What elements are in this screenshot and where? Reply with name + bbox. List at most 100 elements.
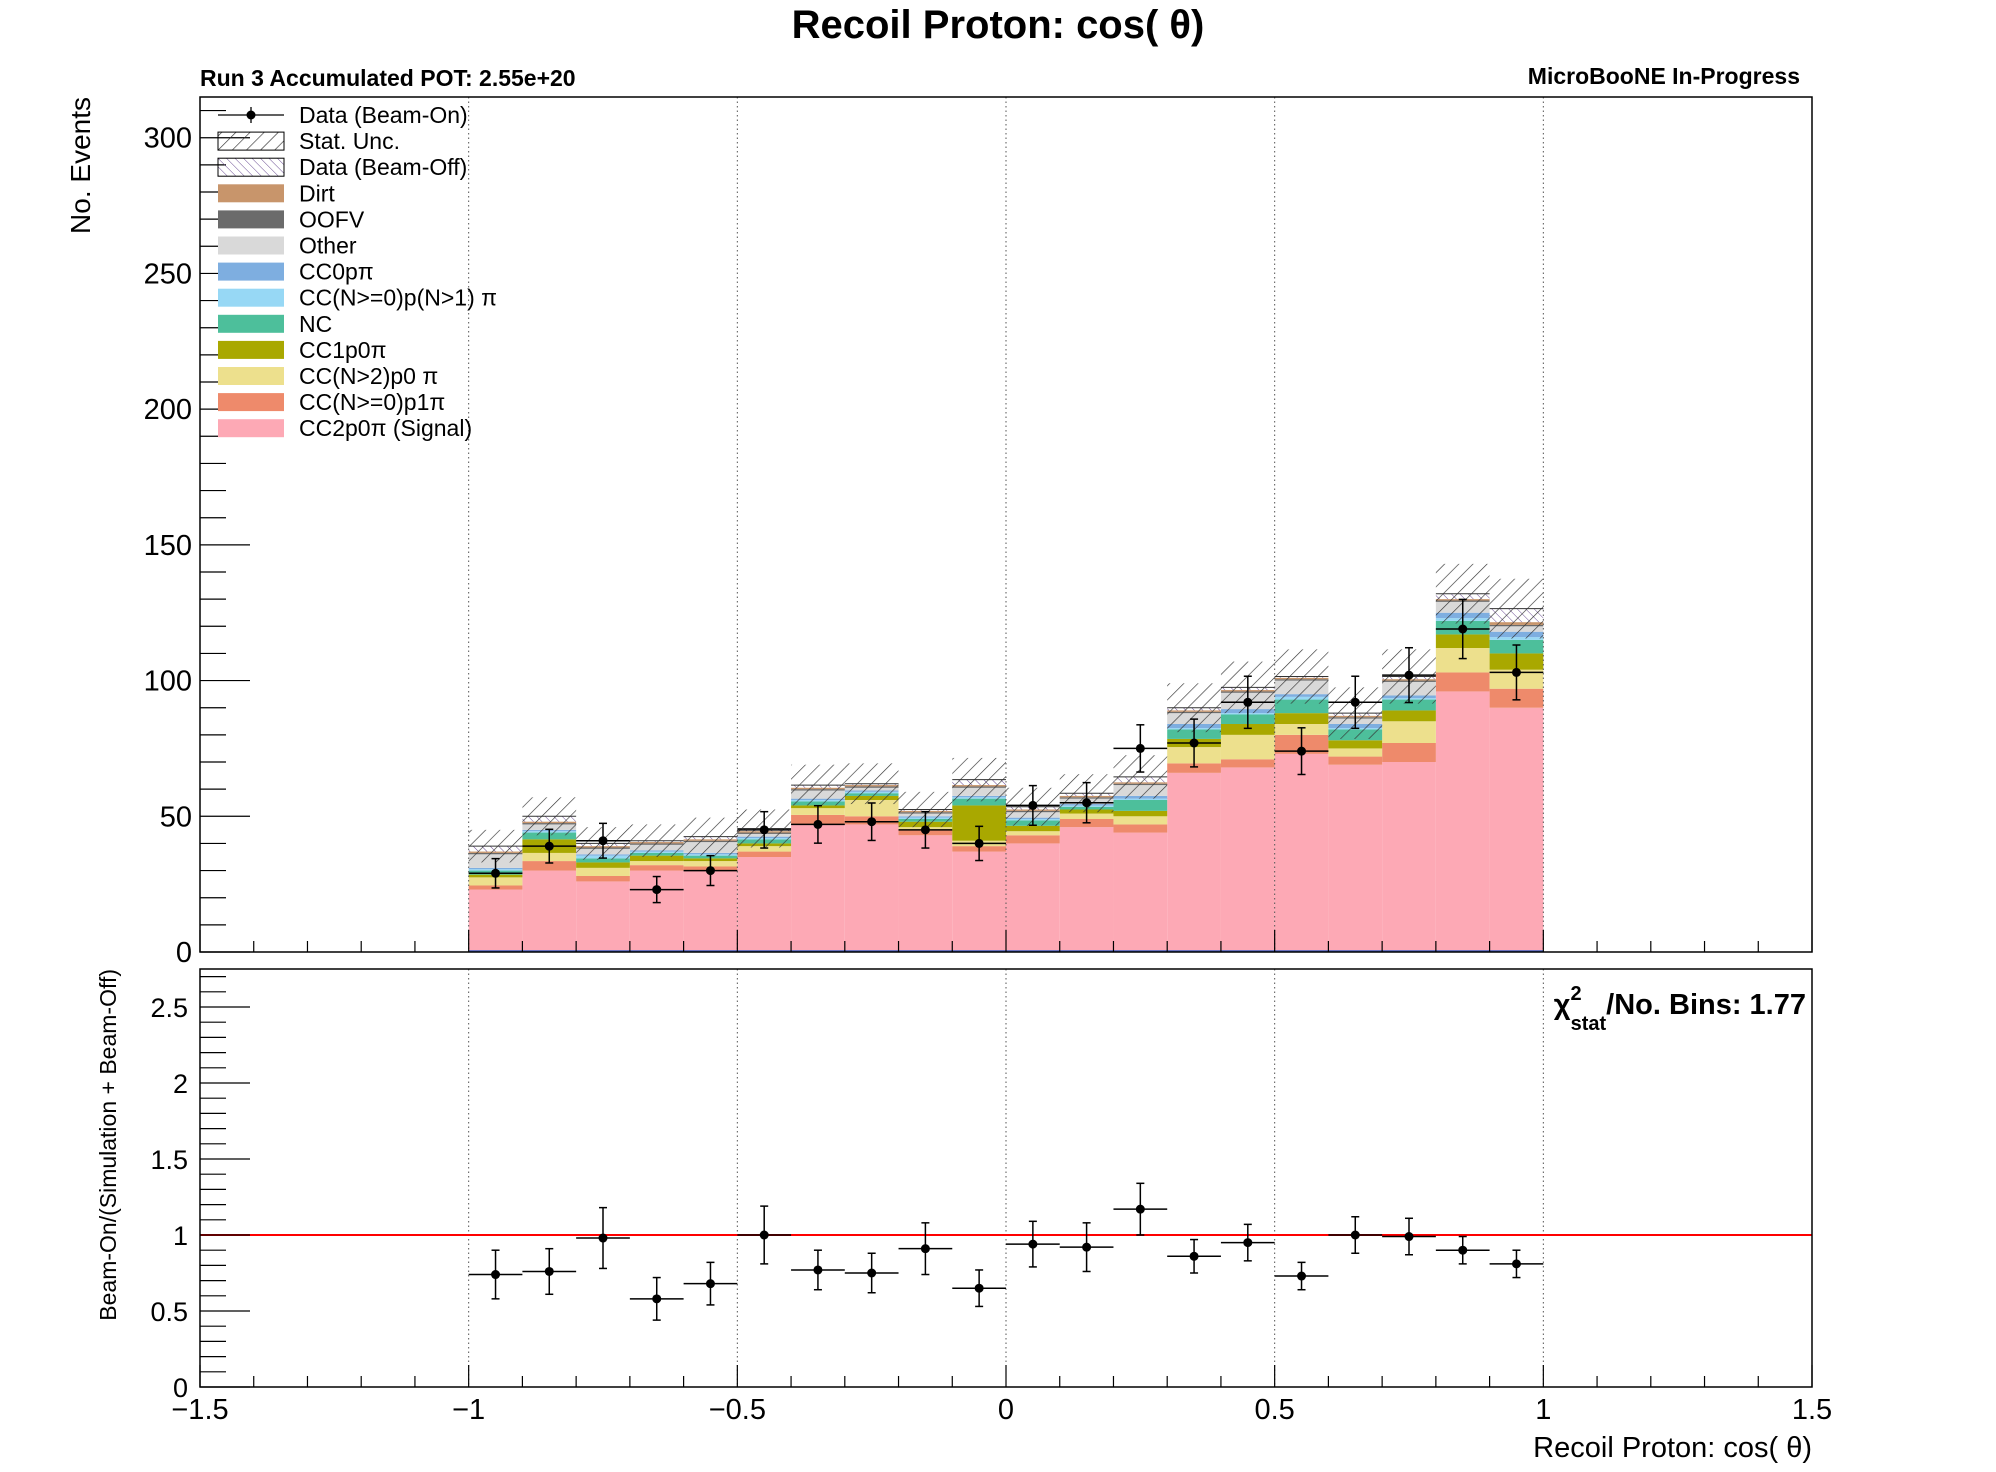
ratio-y-tick-label: 1.5 xyxy=(150,1145,188,1175)
bar-cc-n-0-p1--1 xyxy=(522,861,577,871)
legend-swatch-cc2p0-signal- xyxy=(218,419,284,438)
main-y-tick-label: 200 xyxy=(144,394,192,426)
bar-nc-12 xyxy=(1113,800,1168,811)
data-point-13 xyxy=(1189,738,1199,748)
bar-cc2p0-signal--5 xyxy=(737,857,792,952)
bar-cc2p0-signal--11 xyxy=(1059,827,1114,952)
x-tick-label: −1 xyxy=(452,1394,485,1426)
ratio-point-16 xyxy=(1350,1230,1360,1240)
legend-label-cc-n-0-p1-: CC(N>=0)p1π xyxy=(299,389,445,415)
data-point-7 xyxy=(867,817,877,827)
ratio-point-2 xyxy=(598,1233,608,1243)
legend-swatch-stat-unc- xyxy=(217,131,285,151)
chi2-superscript: 2 xyxy=(1570,983,1581,1005)
data-point-10 xyxy=(1028,800,1038,810)
data-point-6 xyxy=(813,819,823,829)
ratio-point-11 xyxy=(1082,1242,1092,1252)
bar-nc-17 xyxy=(1382,699,1436,711)
chi2-text: /No. Bins: 1.77 xyxy=(1606,989,1806,1021)
x-tick-label: 0 xyxy=(998,1394,1014,1426)
ratio-point-15 xyxy=(1297,1271,1307,1281)
bar-cc1p0--12 xyxy=(1113,810,1168,817)
bar-cc2p0-signal--16 xyxy=(1328,764,1383,952)
bar-cc2p0-signal--18 xyxy=(1435,691,1490,952)
legend-swatch-data-beam-off- xyxy=(217,157,285,177)
data-point-8 xyxy=(920,825,930,835)
ratio-y-tick-label: 0 xyxy=(173,1373,188,1403)
bar-cc2p0-signal--2 xyxy=(576,881,630,952)
bar-cc1p0--2 xyxy=(576,862,630,868)
ratio-gridlines xyxy=(468,969,1544,1387)
main-x-ticks xyxy=(199,930,1813,952)
ratio-point-9 xyxy=(974,1283,984,1293)
experiment-label: MicroBooNE In-Progress xyxy=(1528,63,1800,89)
bar-cc2p0-signal--15 xyxy=(1274,753,1329,952)
bar-cc-n-0-p1--2 xyxy=(576,876,630,882)
main-y-axis-label: No. Events xyxy=(65,97,96,234)
ratio-y-axis-label: Beam-On/(Simulation + Beam-Off) xyxy=(95,969,121,1321)
data-point-4 xyxy=(705,866,715,876)
chi2-annotation: χ2 stat/No. Bins: 1.77 xyxy=(1554,983,1806,1035)
legend-swatch-cc-n-0-p-n-1- xyxy=(218,288,284,307)
bar-cc-n-2-p0--3 xyxy=(629,861,684,866)
ratio-point-14 xyxy=(1243,1238,1253,1248)
bar-cc-n-2-p0--10 xyxy=(1006,831,1060,836)
bar-cc2p0-signal--7 xyxy=(844,824,899,952)
x-tick-label: −1.5 xyxy=(171,1394,228,1426)
ratio-y-tick-label: 2.5 xyxy=(150,993,188,1023)
main-y-tick-label: 300 xyxy=(144,123,192,155)
data-point-16 xyxy=(1350,697,1360,707)
x-tick-label: 0.5 xyxy=(1255,1394,1295,1426)
bar-cc-n-0-p1--5 xyxy=(737,851,792,857)
legend-swatch-oofv xyxy=(218,210,284,229)
ratio-point-12 xyxy=(1135,1204,1145,1214)
legend-swatch-cc-n-2-p0- xyxy=(218,367,284,385)
ratio-y-tick-label: 2 xyxy=(173,1069,188,1099)
main-y-tick-label: 50 xyxy=(160,801,192,833)
legend-swatch-nc xyxy=(218,314,284,333)
bar-cc-n-0-p1--12 xyxy=(1113,824,1168,833)
stat-uncertainty-bands xyxy=(468,563,1544,952)
ratio-plot: 0 0.5 1 1.5 2 2.5 −1.5 −1 −0.5 0 0.5 1 1.5 Beam-On/… xyxy=(95,968,1832,1464)
bar-cc2p0-signal--14 xyxy=(1220,767,1275,952)
data-point-1 xyxy=(544,841,554,851)
ratio-point-6 xyxy=(813,1265,823,1275)
bar-cc-n-0-p1--16 xyxy=(1328,756,1383,765)
bar-cc2p0-signal--8 xyxy=(898,835,953,952)
ratio-point-18 xyxy=(1458,1245,1468,1255)
data-point-15 xyxy=(1297,746,1307,756)
data-point-17 xyxy=(1404,670,1414,680)
ratio-point-0 xyxy=(491,1270,501,1280)
legend-swatch-cc-n-0-p1- xyxy=(218,393,284,412)
x-tick-label: 1 xyxy=(1535,1394,1551,1426)
ratio-point-10 xyxy=(1028,1239,1038,1249)
ratio-point-7 xyxy=(867,1268,877,1278)
ratio-point-1 xyxy=(544,1266,554,1276)
bar-cc-n-2-p0--16 xyxy=(1328,748,1383,757)
ratio-y-ticks: 0 0.5 1 1.5 2 2.5 xyxy=(150,975,250,1403)
data-point-2 xyxy=(598,836,608,846)
bar-cc2p0-signal--12 xyxy=(1113,832,1168,952)
chi2-subscript: stat xyxy=(1571,1013,1607,1035)
legend-label-dirt: Dirt xyxy=(299,180,335,206)
ratio-y-tick-label: 0.5 xyxy=(150,1297,188,1327)
ratio-y-tick-label: 1 xyxy=(173,1221,188,1251)
data-point-19 xyxy=(1511,667,1521,677)
main-y-tick-label: 250 xyxy=(144,258,192,290)
ratio-point-17 xyxy=(1404,1232,1414,1242)
bar-cc2p0-signal--9 xyxy=(952,851,1006,952)
legend-label-cc-n-2-p0-: CC(N>2)p0 π xyxy=(299,363,438,389)
legend-swatch-cc0p- xyxy=(218,262,284,281)
bar-cc-n-2-p0--5 xyxy=(737,846,792,852)
bar-cc2p0-signal--6 xyxy=(791,824,845,952)
bar-cc2p0-signal--1 xyxy=(522,870,577,952)
legend-label-nc: NC xyxy=(299,311,332,337)
legend-label-other: Other xyxy=(299,233,357,259)
main-y-tick-label: 150 xyxy=(144,530,192,562)
data-point-3 xyxy=(652,885,662,895)
legend-swatch-data-beam-on- xyxy=(246,110,256,120)
ratio-point-5 xyxy=(759,1230,769,1240)
bar-cc1p0--10 xyxy=(1006,825,1060,832)
legend: Data (Beam-On)Stat. Unc.Data (Beam-Off)D… xyxy=(217,102,497,441)
